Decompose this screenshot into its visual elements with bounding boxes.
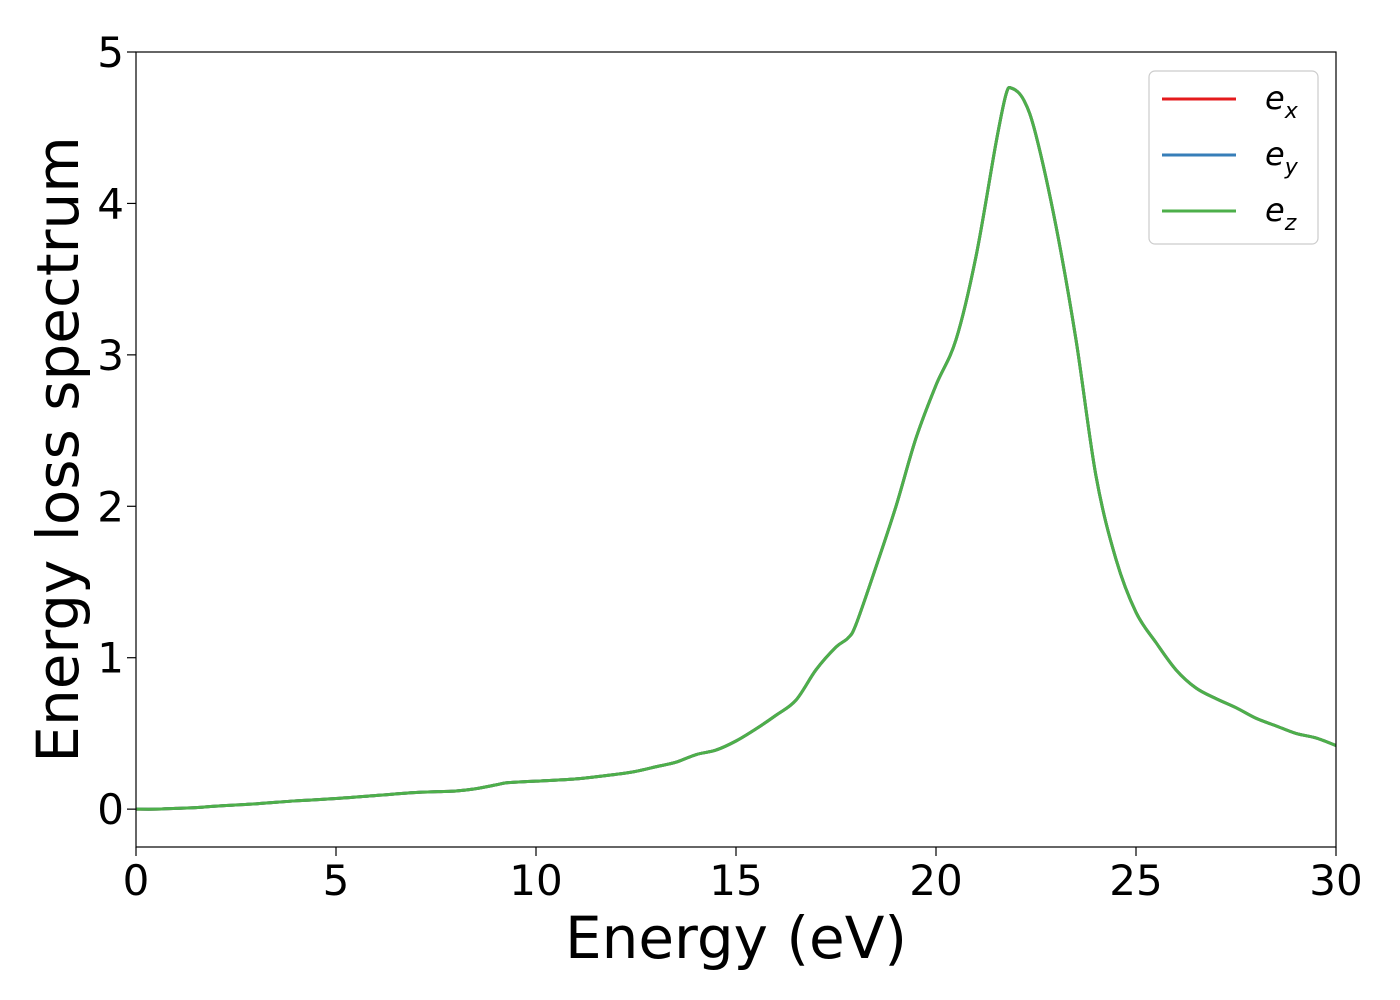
x-tick-label: 5 (323, 856, 350, 905)
x-axis-title: Energy (eV) (565, 904, 907, 972)
y-tick-label: 5 (97, 28, 124, 77)
y-tick-label: 0 (97, 785, 124, 834)
x-tick-label: 20 (909, 856, 962, 905)
y-axis: 0 1 2 3 4 5 (97, 28, 136, 834)
legend-box (1148, 70, 1319, 245)
legend-label: ez (1265, 191, 1297, 236)
y-tick-label: 2 (97, 482, 124, 531)
legend: ex ey ez (1148, 70, 1319, 245)
series-layer (135, 85, 1337, 811)
x-tick-label: 25 (1109, 856, 1162, 905)
x-tick-label: 15 (709, 856, 762, 905)
y-tick-label: 3 (97, 331, 124, 380)
x-tick-label: 10 (509, 856, 562, 905)
y-tick-label: 1 (97, 634, 124, 683)
y-tick-label: 4 (97, 179, 124, 228)
x-tick-label: 30 (1309, 856, 1362, 905)
legend-label: ex (1265, 79, 1299, 124)
legend-label: ey (1265, 135, 1299, 180)
series-line-e-z (135, 85, 1337, 811)
y-axis-title: Energy loss spectrum (24, 136, 92, 762)
x-axis: 0 5 10 15 20 25 30 (123, 847, 1363, 905)
x-tick-label: 0 (123, 856, 150, 905)
